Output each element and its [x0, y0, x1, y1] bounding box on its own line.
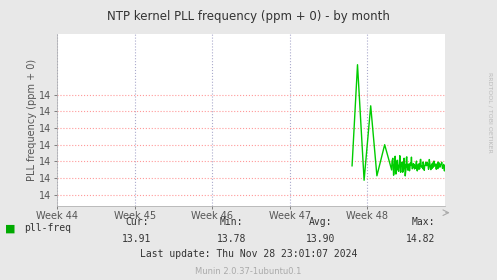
Text: 13.91: 13.91: [122, 234, 152, 244]
Text: Min:: Min:: [219, 217, 243, 227]
Text: RRDTOOL / TOBI OETIKER: RRDTOOL / TOBI OETIKER: [487, 72, 492, 152]
Text: ■: ■: [5, 223, 15, 233]
Text: Cur:: Cur:: [125, 217, 149, 227]
Text: 14.82: 14.82: [406, 234, 435, 244]
Text: NTP kernel PLL frequency (ppm + 0) - by month: NTP kernel PLL frequency (ppm + 0) - by …: [107, 10, 390, 23]
Text: 13.78: 13.78: [216, 234, 246, 244]
Text: Max:: Max:: [412, 217, 435, 227]
Text: Munin 2.0.37-1ubuntu0.1: Munin 2.0.37-1ubuntu0.1: [195, 267, 302, 276]
Text: Avg:: Avg:: [309, 217, 332, 227]
Text: 13.90: 13.90: [306, 234, 335, 244]
Text: pll-freq: pll-freq: [24, 223, 71, 233]
Text: Last update: Thu Nov 28 23:01:07 2024: Last update: Thu Nov 28 23:01:07 2024: [140, 249, 357, 259]
Y-axis label: PLL frequency (ppm + 0): PLL frequency (ppm + 0): [26, 59, 37, 181]
